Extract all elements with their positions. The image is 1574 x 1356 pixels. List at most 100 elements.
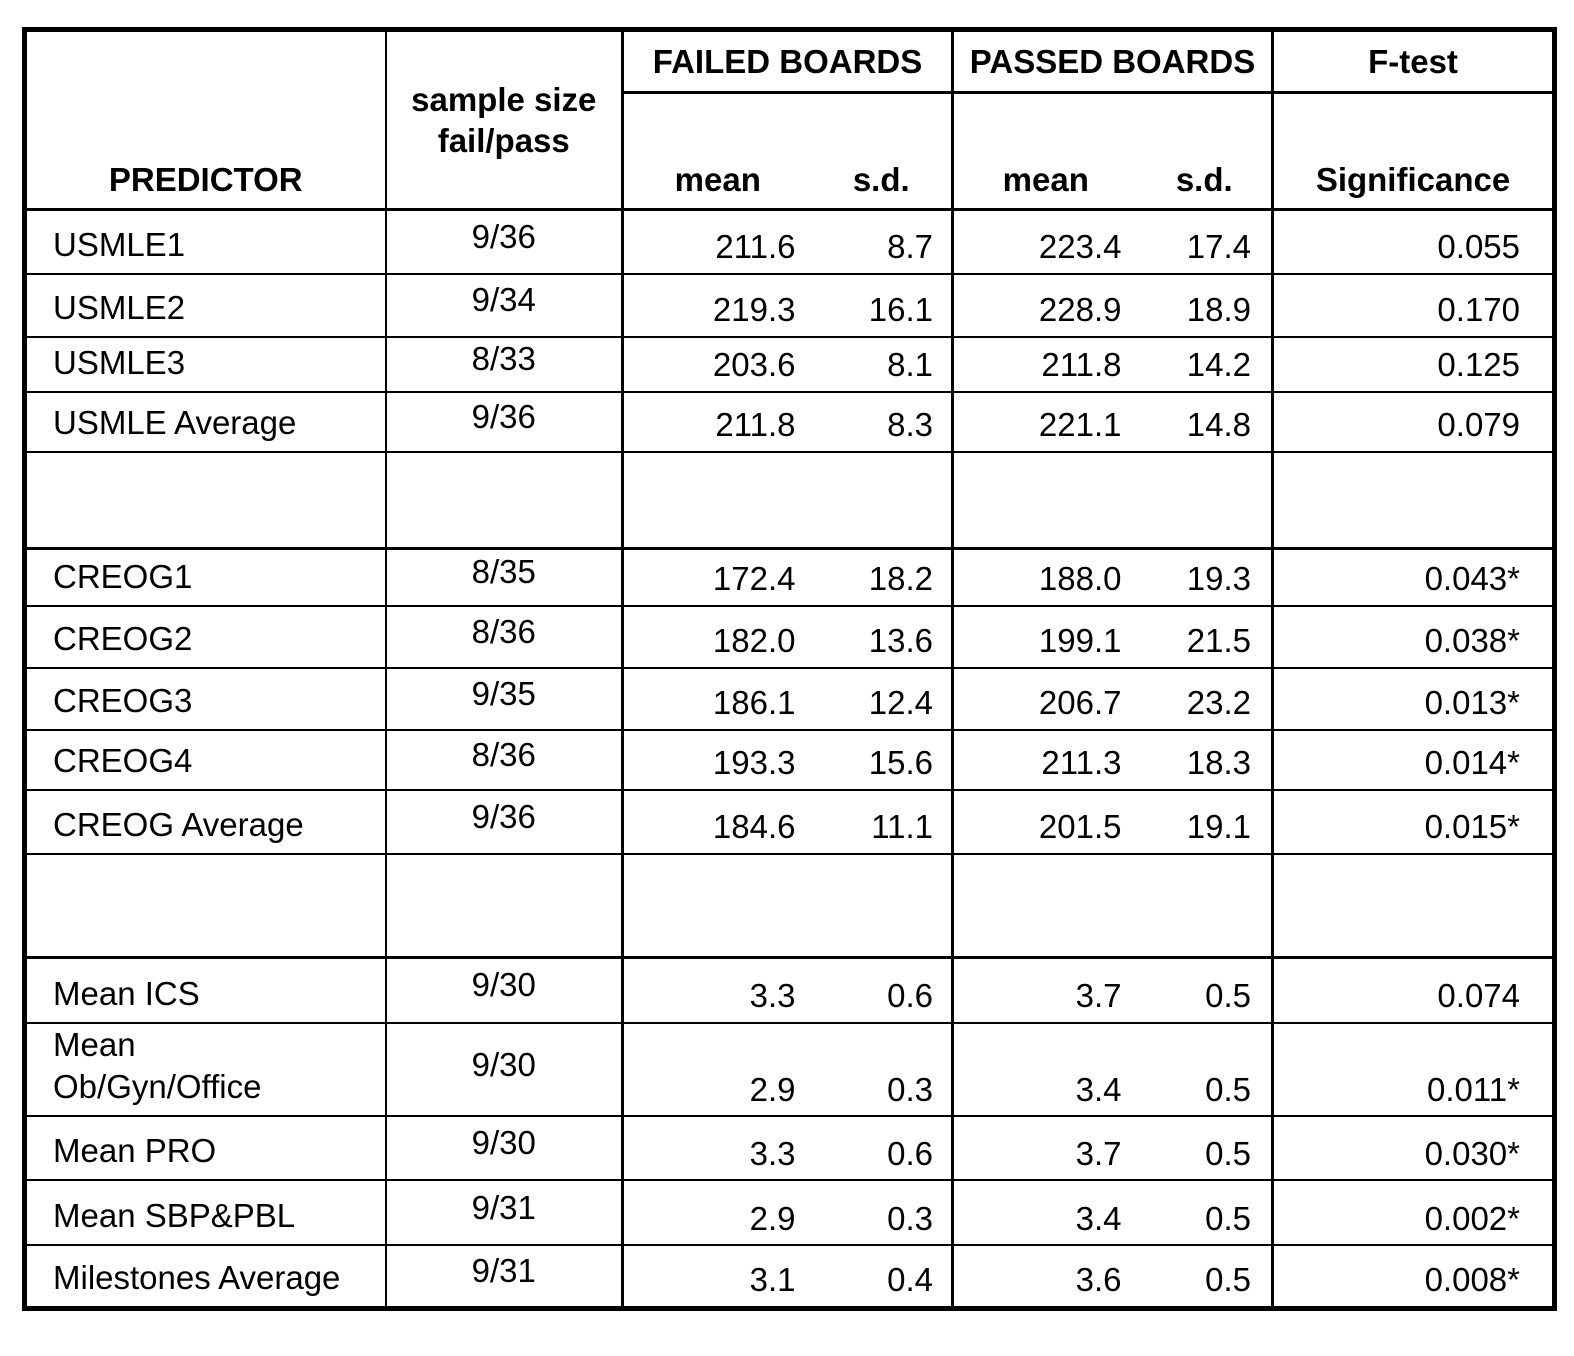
predictor-cell: CREOG Average [24, 789, 387, 855]
passed-mean-cell: 3.7 [952, 957, 1138, 1024]
header-row-groups: PREDICTOR sample size fail/pass FAILED B… [24, 29, 1555, 211]
predictor-cell: USMLE2 [24, 273, 387, 338]
spacer-row [24, 451, 1555, 550]
predictor-cell: Mean PRO [24, 1116, 387, 1182]
passed-mean-cell: 211.3 [952, 729, 1138, 791]
significance-cell: 0.014* [1272, 729, 1555, 791]
failed-sd-cell: 0.6 [811, 1116, 955, 1182]
passed-mean-cell: 3.4 [952, 1180, 1138, 1247]
passed-sd-cell: 0.5 [1137, 1180, 1275, 1247]
failed-sd-cell: 8.1 [811, 336, 955, 393]
header-f-test: F-test [1272, 29, 1555, 94]
table-row: Mean PRO 9/30 3.3 0.6 3.7 0.5 0.030* [24, 1116, 1555, 1182]
failed-sd-cell: 8.7 [811, 209, 955, 275]
failed-mean-cell: 186.1 [622, 667, 812, 731]
failed-sd-cell: 12.4 [811, 667, 955, 731]
failed-mean-cell [622, 451, 812, 550]
table-row: Mean SBP&PBL 9/31 2.9 0.3 3.4 0.5 0.002* [24, 1180, 1555, 1247]
sample-size-cell: 9/31 [385, 1180, 624, 1247]
predictor-cell: Mean Ob/Gyn/Office [24, 1022, 387, 1118]
sample-size-cell: 9/36 [385, 789, 624, 855]
failed-mean-cell [622, 853, 812, 959]
predictor-cell: USMLE3 [24, 336, 387, 393]
predictor-cell: CREOG1 [24, 548, 387, 607]
significance-cell: 0.170 [1272, 273, 1555, 338]
table-row: CREOG3 9/35 186.1 12.4 206.7 23.2 0.013* [24, 667, 1555, 731]
header-significance: Significance [1272, 92, 1555, 211]
header-failed-boards: FAILED BOARDS [622, 29, 955, 94]
failed-mean-cell: 211.8 [622, 391, 812, 453]
failed-mean-cell: 2.9 [622, 1180, 812, 1247]
sample-size-cell: 9/36 [385, 391, 624, 453]
significance-cell: 0.002* [1272, 1180, 1555, 1247]
significance-cell: 0.008* [1272, 1245, 1555, 1310]
sample-size-cell [385, 451, 624, 550]
failed-mean-cell: 3.3 [622, 1116, 812, 1182]
table-row: Milestones Average 9/31 3.1 0.4 3.6 0.5 … [24, 1245, 1555, 1310]
passed-mean-cell: 223.4 [952, 209, 1138, 275]
sample-size-cell: 9/30 [385, 1022, 624, 1118]
significance-cell: 0.011* [1272, 1022, 1555, 1118]
failed-sd-cell [811, 853, 955, 959]
table-row: USMLE3 8/33 203.6 8.1 211.8 14.2 0.125 [24, 336, 1555, 393]
predictor-cell: USMLE Average [24, 391, 387, 453]
passed-sd-cell: 0.5 [1137, 1022, 1275, 1118]
sample-size-cell: 9/35 [385, 667, 624, 731]
table-row: USMLE Average 9/36 211.8 8.3 221.1 14.8 … [24, 391, 1555, 453]
predictor-cell: Mean ICS [24, 957, 387, 1024]
predictor-cell: Milestones Average [24, 1245, 387, 1310]
passed-mean-cell: 211.8 [952, 336, 1138, 393]
predictor-cell: CREOG3 [24, 667, 387, 731]
passed-mean-cell [952, 853, 1138, 959]
failed-sd-cell: 8.3 [811, 391, 955, 453]
failed-sd-cell: 0.4 [811, 1245, 955, 1310]
passed-mean-cell: 188.0 [952, 548, 1138, 607]
passed-mean-cell [952, 451, 1138, 550]
failed-sd-cell: 0.3 [811, 1022, 955, 1118]
passed-sd-cell: 18.9 [1137, 273, 1275, 338]
passed-sd-cell: 21.5 [1137, 605, 1275, 669]
passed-sd-cell: 14.2 [1137, 336, 1275, 393]
passed-mean-cell: 3.6 [952, 1245, 1138, 1310]
table-row: CREOG4 8/36 193.3 15.6 211.3 18.3 0.014* [24, 729, 1555, 791]
results-table: PREDICTOR sample size fail/pass FAILED B… [22, 27, 1558, 1311]
predictor-cell: Mean SBP&PBL [24, 1180, 387, 1247]
table-row: CREOG Average 9/36 184.6 11.1 201.5 19.1… [24, 789, 1555, 855]
failed-mean-cell: 211.6 [622, 209, 812, 275]
passed-mean-cell: 228.9 [952, 273, 1138, 338]
failed-sd-cell: 0.3 [811, 1180, 955, 1247]
passed-mean-cell: 206.7 [952, 667, 1138, 731]
passed-sd-cell: 19.1 [1137, 789, 1275, 855]
significance-cell: 0.013* [1272, 667, 1555, 731]
failed-sd-cell: 16.1 [811, 273, 955, 338]
significance-cell: 0.043* [1272, 548, 1555, 607]
significance-cell: 0.030* [1272, 1116, 1555, 1182]
significance-cell: 0.055 [1272, 209, 1555, 275]
sample-size-cell: 9/36 [385, 209, 624, 275]
failed-mean-cell: 203.6 [622, 336, 812, 393]
sample-size-cell: 9/34 [385, 273, 624, 338]
passed-sd-cell: 18.3 [1137, 729, 1275, 791]
failed-mean-cell: 172.4 [622, 548, 812, 607]
table-row: CREOG1 8/35 172.4 18.2 188.0 19.3 0.043* [24, 548, 1555, 607]
passed-sd-cell: 17.4 [1137, 209, 1275, 275]
table-row: USMLE1 9/36 211.6 8.7 223.4 17.4 0.055 [24, 209, 1555, 275]
failed-mean-cell: 3.1 [622, 1245, 812, 1310]
predictor-cell: USMLE1 [24, 209, 387, 275]
header-passed-boards: PASSED BOARDS [952, 29, 1275, 94]
passed-mean-cell: 3.4 [952, 1022, 1138, 1118]
predictor-cell: CREOG2 [24, 605, 387, 669]
predictor-cell: CREOG4 [24, 729, 387, 791]
spacer-row [24, 853, 1555, 959]
passed-sd-cell [1137, 451, 1275, 550]
passed-sd-cell: 0.5 [1137, 1245, 1275, 1310]
sample-size-cell: 8/35 [385, 548, 624, 607]
header-failed-sd: s.d. [811, 92, 955, 211]
failed-mean-cell: 193.3 [622, 729, 812, 791]
passed-mean-cell: 199.1 [952, 605, 1138, 669]
predictor-cell [24, 451, 387, 550]
sample-size-cell: 9/31 [385, 1245, 624, 1310]
sample-size-cell: 8/36 [385, 605, 624, 669]
significance-cell: 0.074 [1272, 957, 1555, 1024]
failed-sd-cell: 18.2 [811, 548, 955, 607]
